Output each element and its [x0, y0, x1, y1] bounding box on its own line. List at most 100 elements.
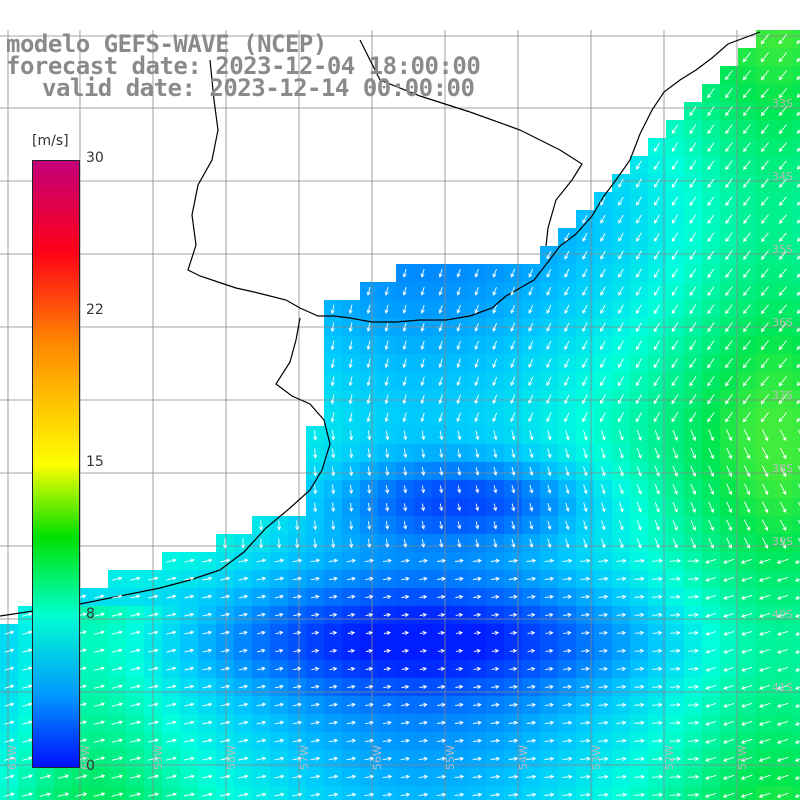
- wind-arrow: [493, 448, 498, 459]
- wind-arrow: [547, 520, 552, 531]
- wind-arrow: [437, 594, 446, 599]
- wind-cell: [720, 786, 739, 800]
- wind-arrow: [382, 756, 393, 761]
- wind-arrow: [725, 394, 733, 405]
- wind-arrow: [259, 520, 264, 531]
- wind-arrow: [437, 702, 446, 707]
- wind-arrow: [672, 447, 678, 459]
- wind-arrow: [636, 232, 642, 242]
- wind-arrow: [364, 558, 375, 563]
- wind-arrow: [582, 358, 588, 369]
- wind-arrow: [761, 501, 769, 514]
- wind-arrow: [689, 304, 697, 315]
- wind-arrow: [526, 576, 537, 581]
- wind-arrow: [346, 576, 356, 581]
- wind-arrow: [616, 630, 627, 635]
- legend-label-22: 22: [86, 302, 104, 318]
- wind-arrow: [528, 304, 534, 314]
- wind-arrow: [796, 39, 800, 45]
- wind-arrow: [454, 774, 465, 779]
- wind-arrow: [707, 124, 715, 135]
- wind-arrow: [202, 594, 213, 599]
- wind-arrow: [582, 322, 588, 333]
- wind-arrow: [129, 792, 142, 797]
- wind-cell: [792, 372, 800, 391]
- wind-arrow: [346, 774, 357, 779]
- wind-arrow: [329, 594, 338, 599]
- wind-arrow: [705, 649, 716, 654]
- wind-cell: [792, 786, 800, 800]
- wind-arrow: [744, 537, 751, 549]
- wind-arrow: [634, 756, 645, 761]
- wind-arrow: [310, 720, 321, 725]
- wind-arrow: [651, 792, 664, 797]
- wind-arrow: [454, 792, 465, 797]
- wind-arrow: [616, 612, 627, 617]
- wind-arrow: [618, 502, 624, 513]
- wind-arrow: [651, 558, 663, 563]
- wind-arrow: [740, 720, 753, 726]
- wind-arrow: [529, 503, 534, 512]
- wind-cell: [54, 786, 73, 800]
- wind-arrow: [725, 232, 733, 243]
- wind-arrow: [616, 738, 627, 743]
- wind-arrow: [510, 340, 516, 350]
- wind-arrow: [328, 702, 338, 707]
- wind-arrow: [147, 702, 159, 707]
- wind-cell: [792, 120, 800, 139]
- wind-arrow: [510, 322, 516, 332]
- coastline-south: [0, 317, 331, 617]
- wind-arrow: [672, 538, 678, 549]
- wind-arrow: [349, 466, 354, 477]
- wind-arrow: [562, 792, 573, 797]
- wind-arrow: [367, 448, 372, 459]
- wind-arrow: [565, 502, 570, 512]
- wind-arrow: [529, 430, 534, 441]
- wind-arrow: [310, 792, 321, 797]
- wind-arrow: [383, 576, 392, 581]
- wind-arrow: [491, 630, 500, 635]
- wind-arrow: [400, 756, 411, 761]
- wind-arrow: [418, 792, 429, 797]
- wind-arrow: [256, 792, 267, 797]
- wind-arrow: [670, 594, 681, 599]
- wind-arrow: [403, 430, 408, 441]
- wind-arrow: [797, 501, 800, 507]
- wind-arrow: [707, 340, 715, 351]
- wind-arrow: [600, 448, 606, 459]
- wind-arrow: [403, 466, 408, 476]
- wind-arrow: [129, 702, 141, 707]
- wind-arrow: [653, 376, 661, 387]
- wind-arrow: [457, 448, 462, 459]
- wind-arrow: [421, 448, 426, 459]
- wind-arrow: [634, 702, 645, 707]
- wind-arrow: [222, 538, 228, 549]
- wind-arrow: [347, 666, 356, 671]
- wind-arrow: [580, 774, 591, 779]
- wind-arrow: [704, 774, 717, 780]
- lon-label: 54W: [517, 745, 530, 770]
- wind-arrow: [725, 70, 733, 81]
- wind-arrow: [582, 286, 588, 296]
- wind-arrow: [455, 612, 464, 617]
- wind-arrow: [184, 666, 195, 671]
- wind-cell: [486, 786, 505, 800]
- wind-arrow: [346, 792, 357, 797]
- wind-arrow: [384, 394, 389, 405]
- wind-cell: [252, 786, 271, 800]
- wind-arrow: [184, 756, 195, 761]
- wind-arrow: [220, 630, 231, 635]
- wind-arrow: [743, 250, 751, 261]
- wind-arrow: [201, 792, 213, 797]
- wind-arrow: [419, 666, 428, 671]
- wind-arrow: [238, 792, 249, 797]
- wind-arrow: [438, 286, 443, 296]
- wind-arrow: [544, 738, 555, 743]
- wind-arrow: [238, 756, 249, 761]
- wind-arrow: [295, 520, 300, 531]
- wind-arrow: [455, 648, 464, 654]
- wind-arrow: [778, 34, 788, 45]
- wind-arrow: [651, 756, 663, 761]
- wind-arrow: [725, 358, 733, 369]
- wind-arrow: [636, 322, 642, 333]
